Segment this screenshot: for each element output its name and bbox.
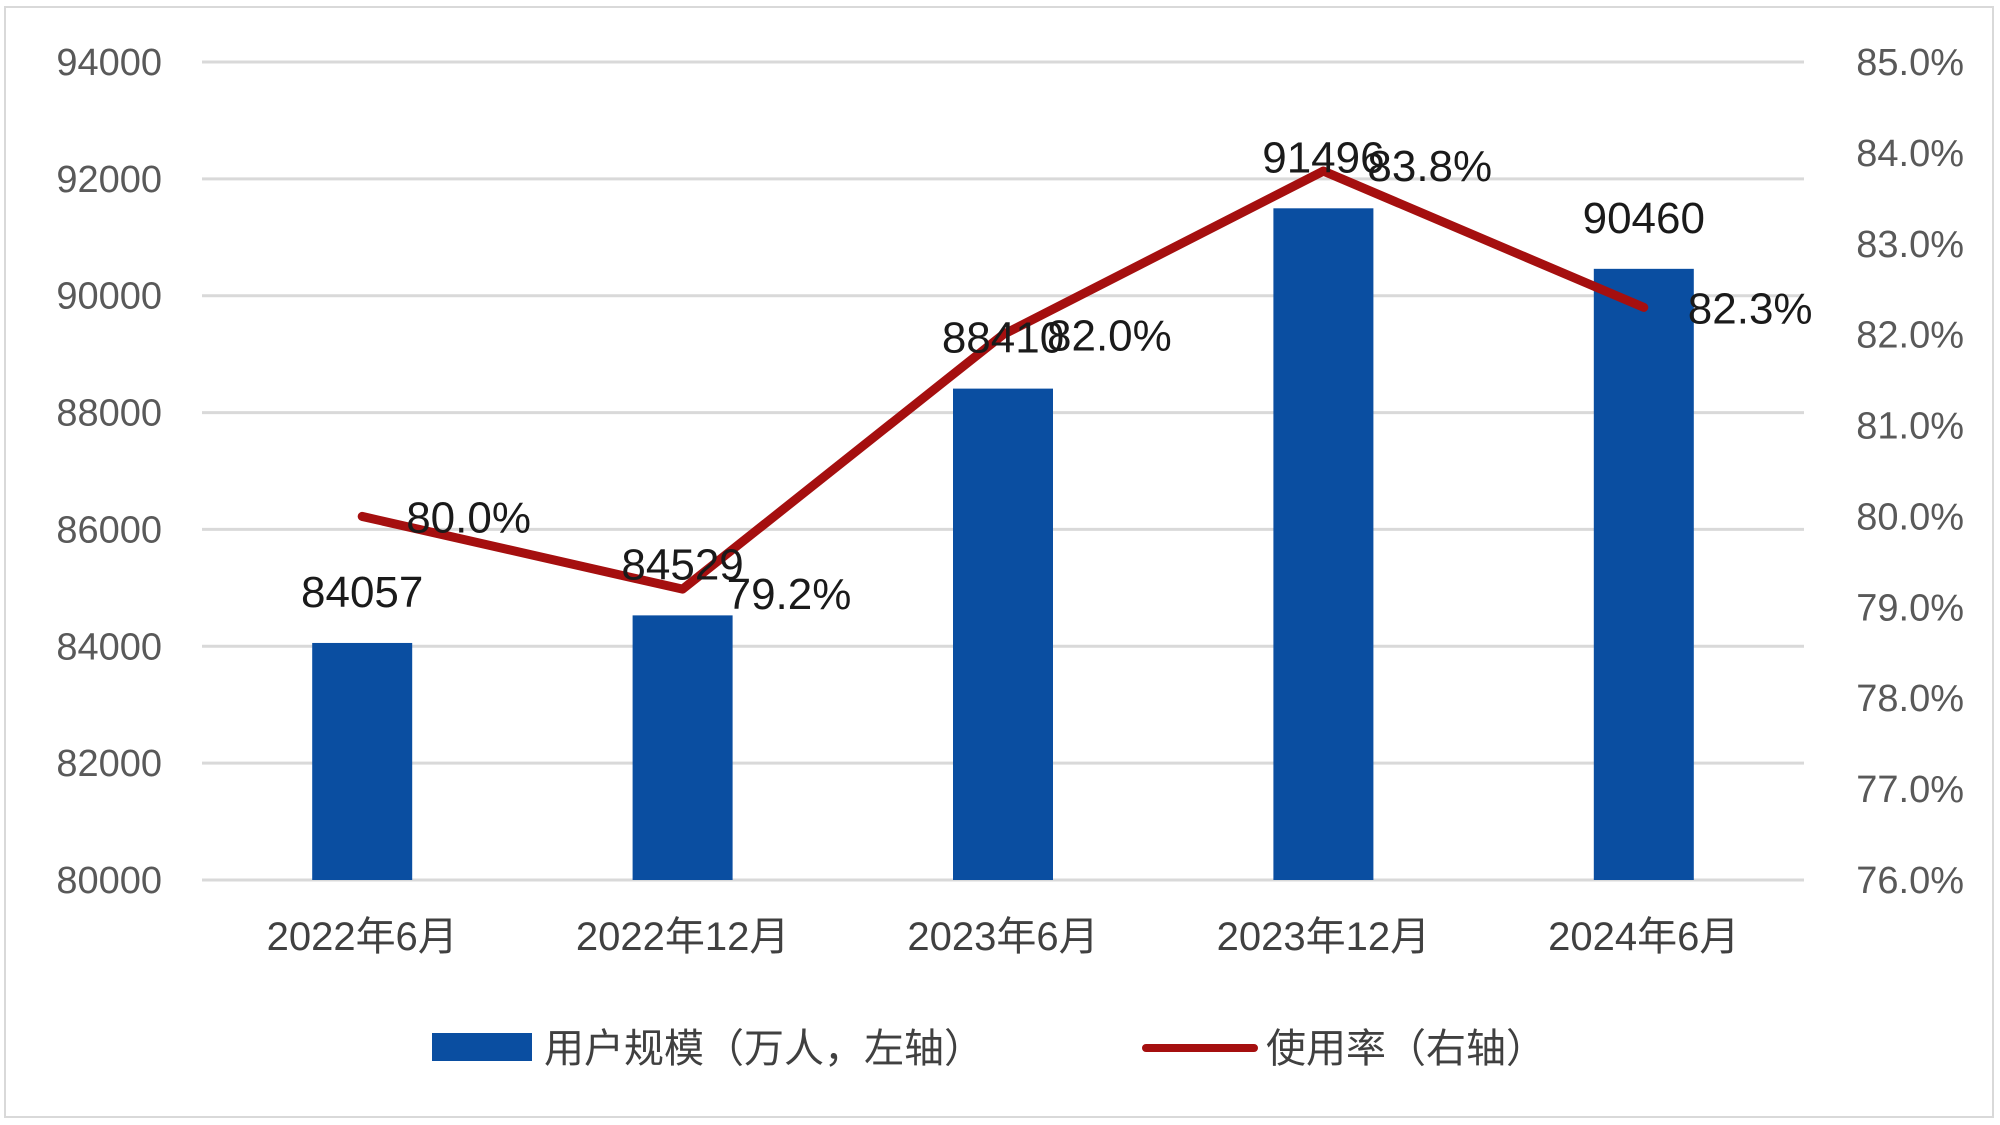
line-value-label: 82.3% xyxy=(1688,284,1813,333)
right-tick-label: 81.0% xyxy=(1856,406,1964,448)
legend-item-bar: 用户规模（万人，左轴） xyxy=(432,1027,984,1071)
bar-value-label: 90460 xyxy=(1583,194,1705,243)
right-tick-label: 78.0% xyxy=(1856,678,1964,720)
left-tick-label: 80000 xyxy=(56,860,162,902)
right-tick-label: 83.0% xyxy=(1856,224,1964,266)
bar xyxy=(953,388,1053,880)
bar-data-labels: 84057 84529 88410 91496 90460 xyxy=(301,133,1705,617)
right-tick-label: 84.0% xyxy=(1856,133,1964,175)
left-tick-label: 88000 xyxy=(56,393,162,435)
legend-line-label: 使用率（右轴） xyxy=(1266,1027,1546,1071)
left-tick-label: 92000 xyxy=(56,159,162,201)
bar xyxy=(632,615,733,880)
left-tick-label: 86000 xyxy=(56,509,162,551)
line-series xyxy=(357,166,1649,594)
line-value-label: 80.0% xyxy=(406,493,531,542)
right-tick-label: 77.0% xyxy=(1856,769,1964,811)
bar-value-label: 88410 xyxy=(942,314,1064,363)
legend-item-line: 使用率（右轴） xyxy=(1142,1027,1546,1071)
right-tick-label: 76.0% xyxy=(1856,860,1964,902)
category-label: 2022年12月 xyxy=(576,915,789,959)
right-tick-label: 82.0% xyxy=(1856,315,1964,357)
category-label: 2024年6月 xyxy=(1548,915,1739,959)
bar-value-label: 84529 xyxy=(621,540,743,589)
line-point xyxy=(1002,333,1004,336)
left-tick-label: 94000 xyxy=(56,42,162,84)
left-axis: 80000 82000 84000 86000 88000 90000 92000 94000 xyxy=(56,42,162,902)
line-point xyxy=(1642,306,1645,309)
right-tick-label: 79.0% xyxy=(1856,587,1964,629)
right-tick-label: 80.0% xyxy=(1856,496,1964,538)
chart-container: 80000 82000 84000 86000 88000 90000 92000 94000… xyxy=(4,6,1994,1118)
left-tick-label: 84000 xyxy=(56,626,162,668)
legend: 用户规模（万人，左轴） 使用率（右轴） xyxy=(432,1027,1546,1071)
legend-bar-label: 用户规模（万人，左轴） xyxy=(544,1027,984,1071)
bar xyxy=(1273,208,1374,880)
line-point xyxy=(681,588,684,591)
line-point xyxy=(361,515,364,518)
bar xyxy=(1593,268,1694,880)
category-label: 2023年6月 xyxy=(907,915,1098,959)
bar xyxy=(312,642,413,880)
bar-value-label: 91496 xyxy=(1262,133,1384,182)
bar-value-label: 84057 xyxy=(301,568,423,617)
left-tick-label: 90000 xyxy=(56,276,162,318)
bar-series xyxy=(312,208,1694,880)
left-tick-label: 82000 xyxy=(56,743,162,785)
line-point xyxy=(1322,170,1325,173)
line-value-label: 82.0% xyxy=(1047,312,1172,361)
line-data-labels: 80.0% 79.2% 82.0% 83.8% 82.3% xyxy=(406,142,1812,619)
line-value-label: 83.8% xyxy=(1367,142,1492,191)
right-axis: 76.0% 77.0% 78.0% 79.0% 80.0% 81.0% 82.0% 83.0%… xyxy=(1856,42,1964,902)
legend-bar-swatch xyxy=(432,1033,532,1061)
x-axis-categories: 2022年6月 2022年12月 2023年6月 2023年12月 2024年6月 xyxy=(267,915,1740,959)
right-tick-label: 85.0% xyxy=(1856,42,1964,84)
line-value-label: 79.2% xyxy=(727,570,852,619)
combo-chart: 80000 82000 84000 86000 88000 90000 92000 94000… xyxy=(56,42,1964,1071)
category-label: 2022年6月 xyxy=(267,915,458,959)
category-label: 2023年12月 xyxy=(1217,915,1430,959)
